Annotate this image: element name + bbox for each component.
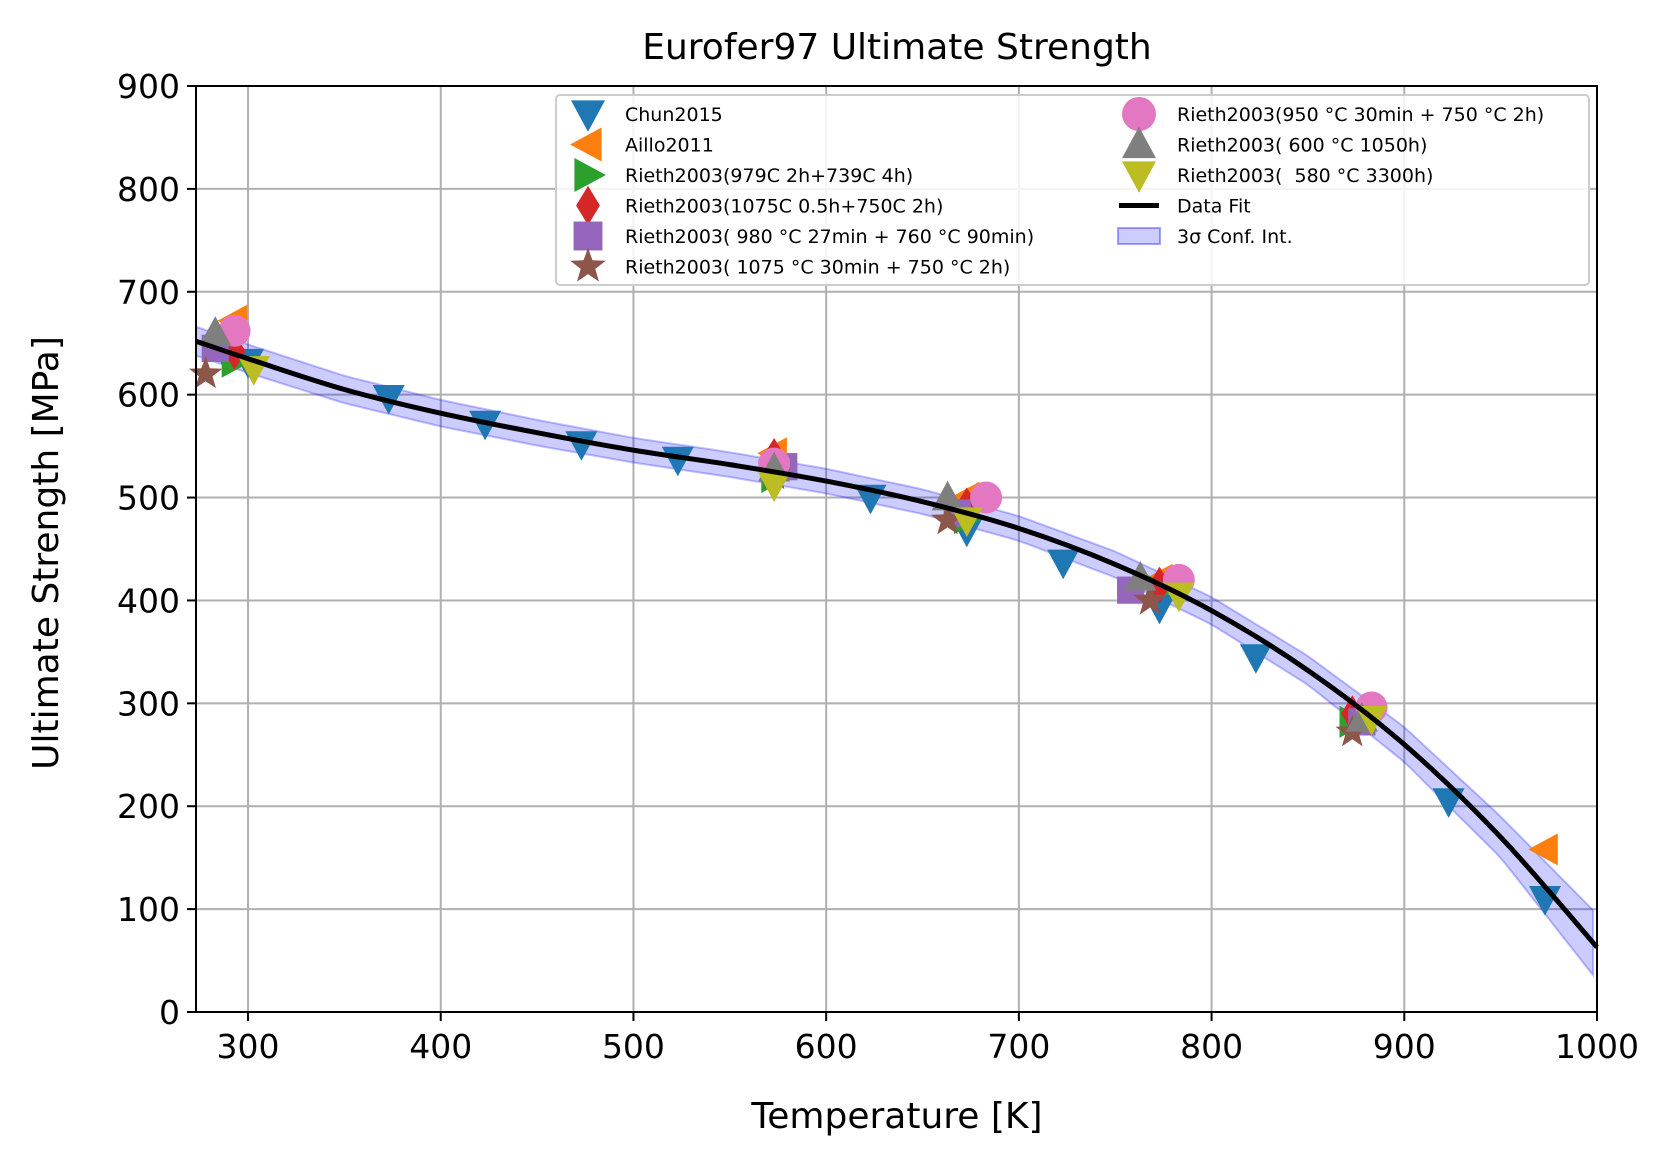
legend-label: Rieth2003(979C 2h+739C 4h) xyxy=(625,165,913,187)
x-axis-ticks: 300 400 500 600 700 800 900 1000 xyxy=(217,1012,1639,1066)
data-point xyxy=(970,481,1003,514)
legend-label: Rieth2003(1075C 0.5h+750C 2h) xyxy=(625,196,943,218)
legend-band-swatch xyxy=(1117,227,1161,245)
x-tick-label: 800 xyxy=(1180,1027,1243,1066)
legend-entry: Rieth2003(950 °C 30min + 750 °C 2h) xyxy=(1122,97,1544,131)
data-point xyxy=(1133,582,1167,615)
data-point xyxy=(188,356,223,389)
legend-box xyxy=(555,94,1590,286)
legend-label: Aillo2011 xyxy=(625,135,714,157)
legend-label: Rieth2003( 600 °C 1050h) xyxy=(1177,135,1427,157)
legend-marker xyxy=(574,158,606,192)
y-axis-label: Ultimate Strength [MPa] xyxy=(26,336,67,770)
legend-marker xyxy=(573,221,603,251)
legend-entry: 3σ Conf. Int. xyxy=(1117,226,1293,248)
x-tick-label: 300 xyxy=(217,1027,280,1066)
y-tick-label: 900 xyxy=(117,67,180,106)
x-tick-label: 500 xyxy=(602,1027,665,1066)
legend-marker xyxy=(576,185,600,226)
y-tick-label: 600 xyxy=(117,376,180,415)
confidence-band xyxy=(195,325,1595,979)
x-tick-label: 400 xyxy=(409,1027,472,1066)
legend-entry: Rieth2003(979C 2h+739C 4h) xyxy=(574,158,913,192)
data-point xyxy=(1239,644,1272,674)
y-tick-label: 800 xyxy=(117,170,180,209)
y-tick-label: 0 xyxy=(159,993,180,1032)
legend-entry: Aillo2011 xyxy=(570,127,714,162)
y-tick-label: 200 xyxy=(117,787,180,826)
fit-line-layer xyxy=(195,338,1599,949)
x-tick-label: 1000 xyxy=(1555,1027,1639,1066)
legend-entry: Rieth2003( 600 °C 1050h) xyxy=(1122,126,1427,159)
data-point xyxy=(758,472,791,502)
plot-frame xyxy=(195,85,1598,1013)
fit-line xyxy=(195,338,1599,949)
data-point xyxy=(199,316,232,346)
legend-marker xyxy=(1122,161,1156,193)
legend-marker xyxy=(1122,97,1156,131)
legend-marker xyxy=(570,247,606,282)
legend-entry: Rieth2003( 1075 °C 30min + 750 °C 2h) xyxy=(570,247,1010,282)
legend-entry: Rieth2003(1075C 0.5h+750C 2h) xyxy=(576,185,943,226)
y-axis-ticks: 0 100 200 300 400 500 600 700 800 900 xyxy=(117,67,196,1032)
chart-title: Eurofer97 Ultimate Strength xyxy=(642,27,1152,68)
x-axis-label: Temperature [K] xyxy=(750,1096,1042,1137)
legend-entry: Rieth2003( 580 °C 3300h) xyxy=(1122,161,1433,193)
legend-marker xyxy=(570,127,602,162)
y-tick-label: 700 xyxy=(117,273,180,312)
legend-label: Rieth2003(950 °C 30min + 750 °C 2h) xyxy=(1177,104,1544,126)
confidence-band-layer xyxy=(195,325,1595,979)
x-tick-label: 900 xyxy=(1373,1027,1436,1066)
legend-entry: Rieth2003( 980 °C 27min + 760 °C 90min) xyxy=(573,221,1034,251)
legend-label: 3σ Conf. Int. xyxy=(1177,226,1293,248)
legend: Chun2015 Aillo2011 Rieth2003(979C 2h+739C … xyxy=(555,94,1590,286)
legend-label: Rieth2003( 1075 °C 30min + 750 °C 2h) xyxy=(625,257,1010,279)
y-tick-label: 500 xyxy=(117,479,180,518)
legend-label: Data Fit xyxy=(1177,196,1251,218)
legend-entry: Chun2015 xyxy=(571,100,723,132)
data-point xyxy=(469,410,502,441)
legend-label: Chun2015 xyxy=(625,104,723,126)
y-tick-label: 100 xyxy=(117,890,180,929)
legend-marker xyxy=(571,100,605,132)
x-tick-label: 700 xyxy=(987,1027,1050,1066)
legend-label: Rieth2003( 580 °C 3300h) xyxy=(1177,165,1433,187)
legend-marker xyxy=(1122,126,1156,159)
legend-label: Rieth2003( 980 °C 27min + 760 °C 90min) xyxy=(625,226,1034,248)
data-point xyxy=(1047,549,1080,580)
y-tick-label: 400 xyxy=(117,581,180,620)
data-point xyxy=(1528,833,1558,866)
x-tick-label: 600 xyxy=(795,1027,858,1066)
data-point xyxy=(223,333,246,370)
legend-entry: Data Fit xyxy=(1119,196,1251,218)
y-tick-label: 300 xyxy=(117,684,180,723)
data-point xyxy=(931,480,964,511)
data-point xyxy=(930,502,965,535)
